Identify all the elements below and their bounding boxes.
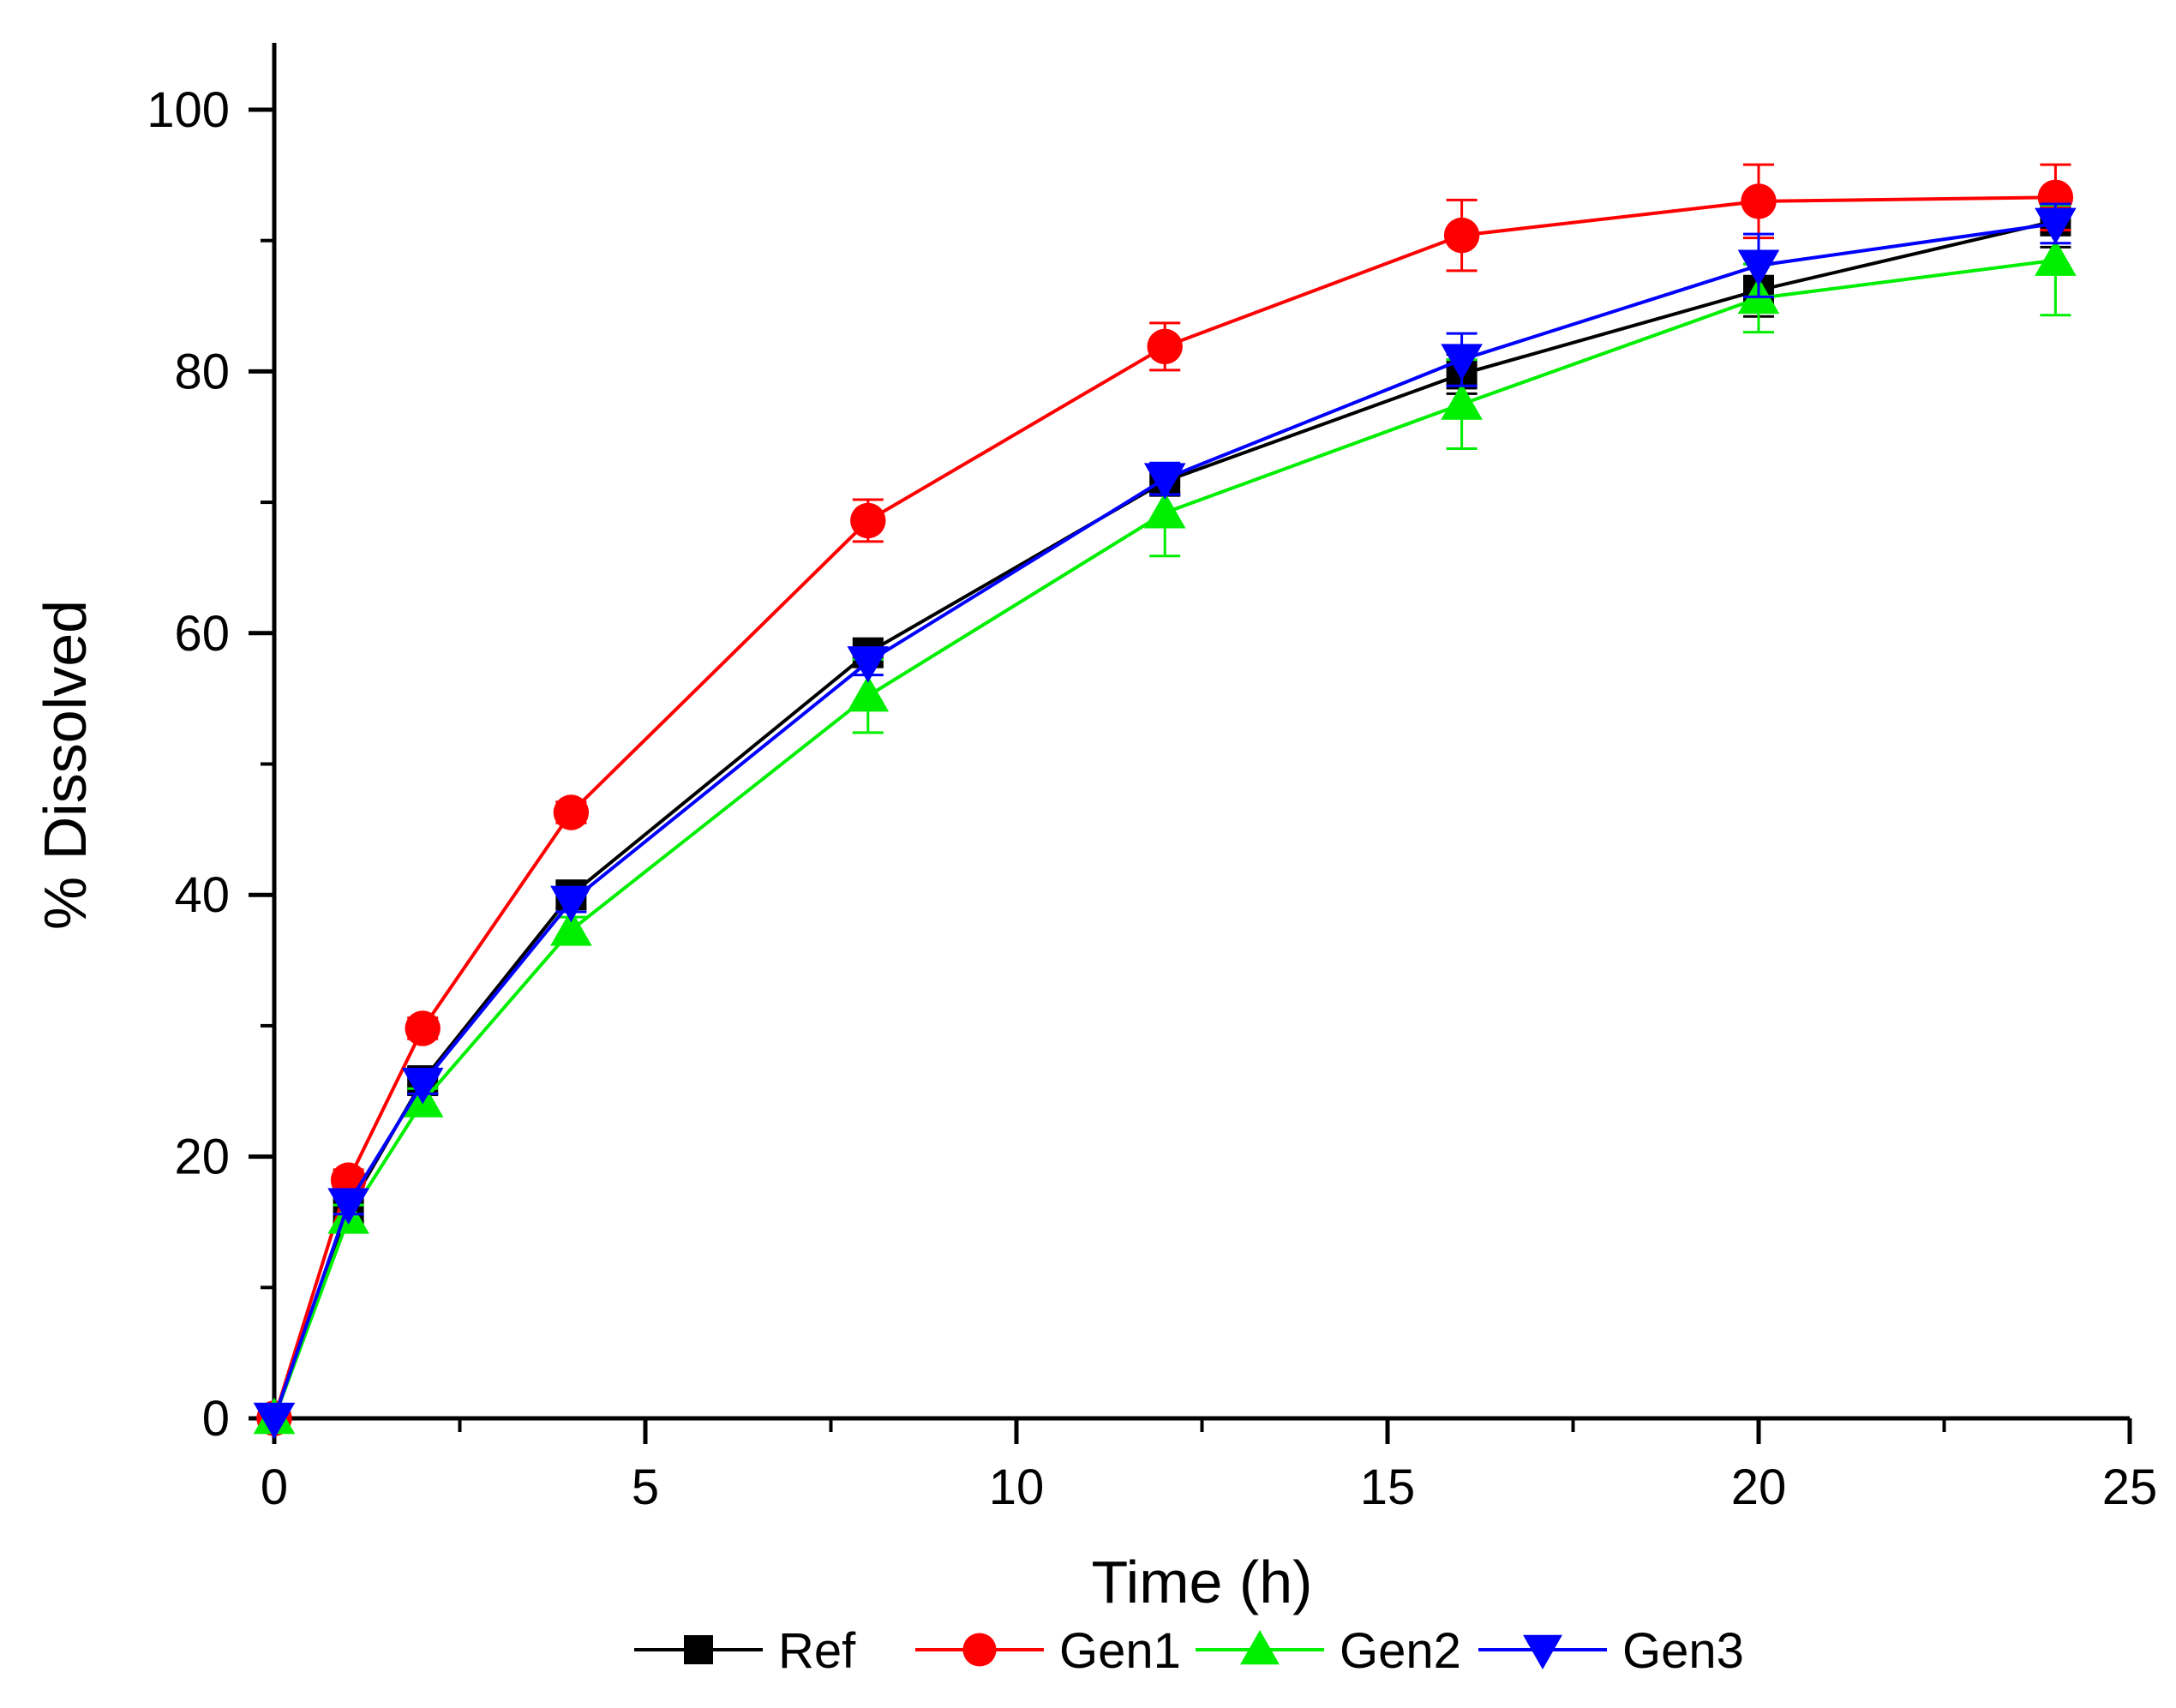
series-line-ref xyxy=(273,219,2056,1419)
y-axis-title: % Dissolved xyxy=(32,600,99,930)
y-tick-label: 100 xyxy=(147,82,230,138)
series-line-gen1 xyxy=(273,195,2056,1419)
axis-labels: Time (h) % Dissolved xyxy=(32,600,1312,1615)
legend-label-ref: Ref xyxy=(778,1623,856,1679)
legend-item-ref: Ref xyxy=(634,1623,856,1679)
data-point-gen1 xyxy=(850,502,886,539)
legend-label-gen2: Gen2 xyxy=(1340,1623,1461,1679)
series-gen3 xyxy=(253,202,2077,1440)
data-point-gen3 xyxy=(550,885,592,923)
legend-item-gen3: Gen3 xyxy=(1478,1623,1744,1679)
x-tick-label: 15 xyxy=(1360,1459,1416,1515)
legend-label-gen1: Gen1 xyxy=(1059,1623,1181,1679)
series-line-gen3 xyxy=(273,221,2056,1419)
data-point-gen3 xyxy=(401,1067,444,1105)
data-point-gen2 xyxy=(2035,239,2077,276)
data-point-gen3 xyxy=(1737,249,1780,287)
data-point-gen1 xyxy=(553,794,590,830)
x-tick-label: 0 xyxy=(261,1459,288,1515)
data-point-gen3 xyxy=(2035,207,2077,245)
data-point-gen1 xyxy=(1147,328,1183,365)
legend-marker-gen3 xyxy=(1523,1634,1562,1669)
data-point-gen3 xyxy=(253,1402,296,1440)
y-tick-label: 20 xyxy=(174,1130,230,1185)
data-point-gen1 xyxy=(405,1010,441,1046)
legend-marker-gen1 xyxy=(962,1633,997,1667)
x-tick-label: 5 xyxy=(632,1459,659,1515)
legend: Ref Gen1 Gen2 Gen3 xyxy=(634,1623,1744,1679)
data-point-gen2 xyxy=(1143,492,1186,529)
data-point-gen1 xyxy=(1741,183,1777,219)
x-tick-label: 10 xyxy=(989,1459,1045,1515)
legend-marker-ref xyxy=(684,1635,713,1664)
data-point-gen2 xyxy=(550,909,592,946)
data-point-gen3 xyxy=(1441,344,1483,381)
series-gen1 xyxy=(256,163,2074,1436)
axes: 0 5 10 15 20 25 0 20 40 60 80 100 xyxy=(147,43,2157,1515)
series-group xyxy=(253,163,2077,1440)
legend-item-gen2: Gen2 xyxy=(1196,1623,1461,1679)
data-point-gen3 xyxy=(847,646,890,683)
data-point-gen2 xyxy=(847,674,890,712)
legend-item-gen1: Gen1 xyxy=(915,1623,1181,1679)
legend-marker-gen2 xyxy=(1240,1630,1280,1665)
data-point-gen1 xyxy=(1443,217,1480,254)
y-tick-label: 60 xyxy=(174,606,230,662)
x-axis-title: Time (h) xyxy=(1092,1549,1313,1615)
series-line-gen2 xyxy=(273,258,2056,1419)
legend-label-gen3: Gen3 xyxy=(1622,1623,1744,1679)
data-point-gen2 xyxy=(1441,383,1483,420)
data-point-gen3 xyxy=(327,1188,369,1225)
x-tick-label: 25 xyxy=(2102,1459,2158,1515)
data-point-gen3 xyxy=(1143,463,1186,500)
series-ref xyxy=(259,193,2071,1434)
series-gen2 xyxy=(253,203,2077,1435)
y-tick-label: 40 xyxy=(174,867,230,923)
x-tick-label: 20 xyxy=(1731,1459,1787,1515)
y-tick-label: 0 xyxy=(202,1391,230,1447)
y-tick-label: 80 xyxy=(174,344,230,399)
